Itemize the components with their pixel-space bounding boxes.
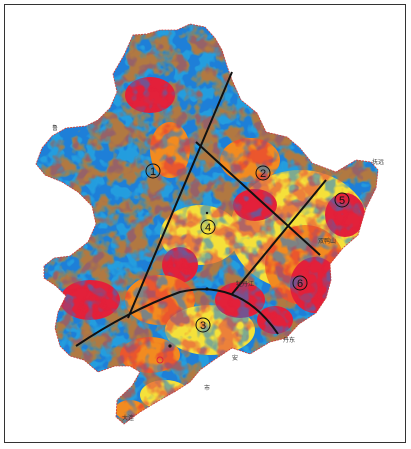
- zone-6-label: 6: [297, 278, 303, 290]
- city-dot: [168, 344, 172, 348]
- capital-marker: [156, 356, 164, 364]
- place-label-east-top: 抚远: [372, 158, 384, 166]
- zone-6-marker: 6: [292, 275, 308, 291]
- zone-3-label: 3: [200, 320, 206, 332]
- zone-1-marker: 1: [145, 163, 161, 179]
- zone-4-marker: 4: [200, 219, 216, 235]
- place-label-mid: 牡丹江: [236, 280, 254, 288]
- division-lines: [75, 71, 327, 347]
- zone-5-label: 5: [339, 195, 345, 207]
- place-label-south-c: 丹东: [283, 336, 295, 344]
- city-dot: [205, 211, 209, 215]
- zone-2-label: 2: [260, 168, 266, 180]
- zone-5-marker: 5: [334, 192, 350, 208]
- place-label-south-a: 安: [232, 354, 238, 362]
- place-label-west: 鲁: [52, 124, 58, 132]
- zone-2-marker: 2: [255, 165, 271, 181]
- place-label-south-b: 大连: [122, 414, 134, 422]
- zone-4-label: 4: [205, 222, 211, 234]
- place-label-east-mid: 双鸭山: [318, 237, 336, 245]
- division-line-b: [195, 141, 321, 256]
- city-dot: [205, 287, 209, 291]
- zone-3-marker: 3: [195, 317, 211, 333]
- division-line-c: [231, 179, 327, 295]
- city-markers: [156, 211, 209, 364]
- division-curve: [75, 288, 279, 347]
- division-line-a: [127, 71, 233, 319]
- place-label-south-d: 市: [204, 384, 210, 392]
- zone-1-label: 1: [150, 166, 156, 178]
